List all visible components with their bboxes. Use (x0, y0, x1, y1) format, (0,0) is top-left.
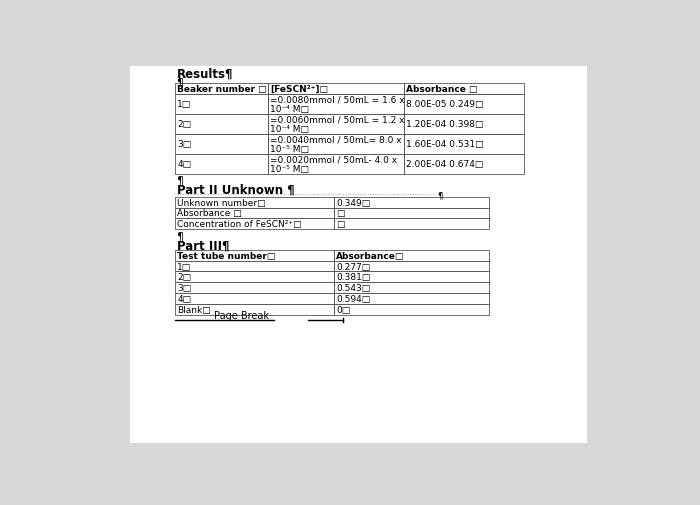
Text: ¶: ¶ (437, 191, 442, 200)
Bar (175, 115, 268, 134)
Bar (268, 134, 404, 155)
Text: =0.0020mmol / 50mL- 4.0 x: =0.0020mmol / 50mL- 4.0 x (270, 155, 398, 164)
Text: 10⁻⁴ M□: 10⁻⁴ M□ (270, 125, 309, 134)
Text: [FeSCN²⁺]□: [FeSCN²⁺]□ (270, 84, 328, 93)
Bar (404, 134, 524, 155)
Text: =0.0040mmol / 50mL= 8.0 x: =0.0040mmol / 50mL= 8.0 x (270, 135, 402, 144)
Bar (404, 84, 524, 94)
Text: Blank□: Blank□ (177, 305, 211, 314)
Text: 1□: 1□ (177, 262, 192, 271)
Bar (175, 155, 268, 174)
Bar (334, 261, 489, 272)
Text: 1□: 1□ (177, 100, 192, 109)
Text: 0.349□: 0.349□ (336, 198, 370, 207)
Bar (175, 261, 334, 272)
Bar (334, 283, 489, 293)
Bar (334, 250, 489, 261)
Text: Absorbance □: Absorbance □ (406, 84, 477, 93)
Bar (130, 67, 587, 443)
Text: Part III¶: Part III¶ (176, 239, 229, 252)
Text: 2□: 2□ (177, 273, 192, 282)
Bar (175, 208, 334, 219)
Bar (268, 94, 404, 115)
Bar (175, 197, 334, 208)
Bar (334, 272, 489, 283)
Text: 10⁻⁵ M□: 10⁻⁵ M□ (270, 145, 309, 154)
Text: ¶: ¶ (176, 77, 183, 87)
Text: Absorbance □: Absorbance □ (177, 209, 242, 218)
Bar (268, 115, 404, 134)
Text: 8.00E-05 0.249□: 8.00E-05 0.249□ (406, 100, 484, 109)
Bar (175, 283, 334, 293)
Text: Unknown number□: Unknown number□ (177, 198, 266, 207)
Text: 10⁻⁴ M□: 10⁻⁴ M□ (270, 105, 309, 114)
Text: Absorbance□: Absorbance□ (336, 251, 405, 260)
Bar (268, 84, 404, 94)
Text: =0.0080mmol / 50mL = 1.6 x: =0.0080mmol / 50mL = 1.6 x (270, 95, 405, 104)
Text: 0.594□: 0.594□ (336, 294, 370, 304)
Bar (334, 208, 489, 219)
Text: 4□: 4□ (177, 294, 192, 304)
Text: Beaker number □: Beaker number □ (177, 84, 267, 93)
Text: □: □ (336, 220, 345, 229)
Text: 2□: 2□ (177, 120, 192, 129)
Text: ¶: ¶ (176, 175, 183, 185)
Bar (175, 134, 268, 155)
Bar (175, 304, 334, 315)
Text: =0.0060mmol / 50mL = 1.2 x: =0.0060mmol / 50mL = 1.2 x (270, 115, 405, 124)
Bar (404, 155, 524, 174)
Text: Page Break: Page Break (214, 310, 270, 320)
Bar (175, 84, 268, 94)
Bar (175, 250, 334, 261)
Bar (334, 219, 489, 230)
Text: 3□: 3□ (177, 140, 192, 149)
Text: 0.543□: 0.543□ (336, 284, 370, 292)
Text: Part II Unknown ¶: Part II Unknown ¶ (176, 183, 294, 196)
Text: Results¶: Results¶ (176, 68, 233, 80)
Bar (334, 293, 489, 304)
Bar (334, 304, 489, 315)
Text: □: □ (336, 209, 345, 218)
Text: 0□: 0□ (336, 305, 351, 314)
Text: ¶: ¶ (176, 230, 183, 240)
Text: Concentration of FeSCN²⁺□: Concentration of FeSCN²⁺□ (177, 220, 302, 229)
Bar (334, 197, 489, 208)
Text: Test tube number□: Test tube number□ (177, 251, 276, 260)
Bar (175, 219, 334, 230)
Text: 4□: 4□ (177, 160, 192, 169)
Bar (175, 293, 334, 304)
Text: 0.381□: 0.381□ (336, 273, 371, 282)
Text: 3□: 3□ (177, 284, 192, 292)
Text: 2.00E-04 0.674□: 2.00E-04 0.674□ (406, 160, 484, 169)
Bar (175, 94, 268, 115)
Text: 0.277□: 0.277□ (336, 262, 370, 271)
Text: 1.60E-04 0.531□: 1.60E-04 0.531□ (406, 140, 484, 149)
Bar (268, 155, 404, 174)
Text: 1.20E-04 0.398□: 1.20E-04 0.398□ (406, 120, 484, 129)
Bar (404, 115, 524, 134)
Text: 10⁻⁵ M□: 10⁻⁵ M□ (270, 165, 309, 174)
Bar (404, 94, 524, 115)
Bar (175, 272, 334, 283)
